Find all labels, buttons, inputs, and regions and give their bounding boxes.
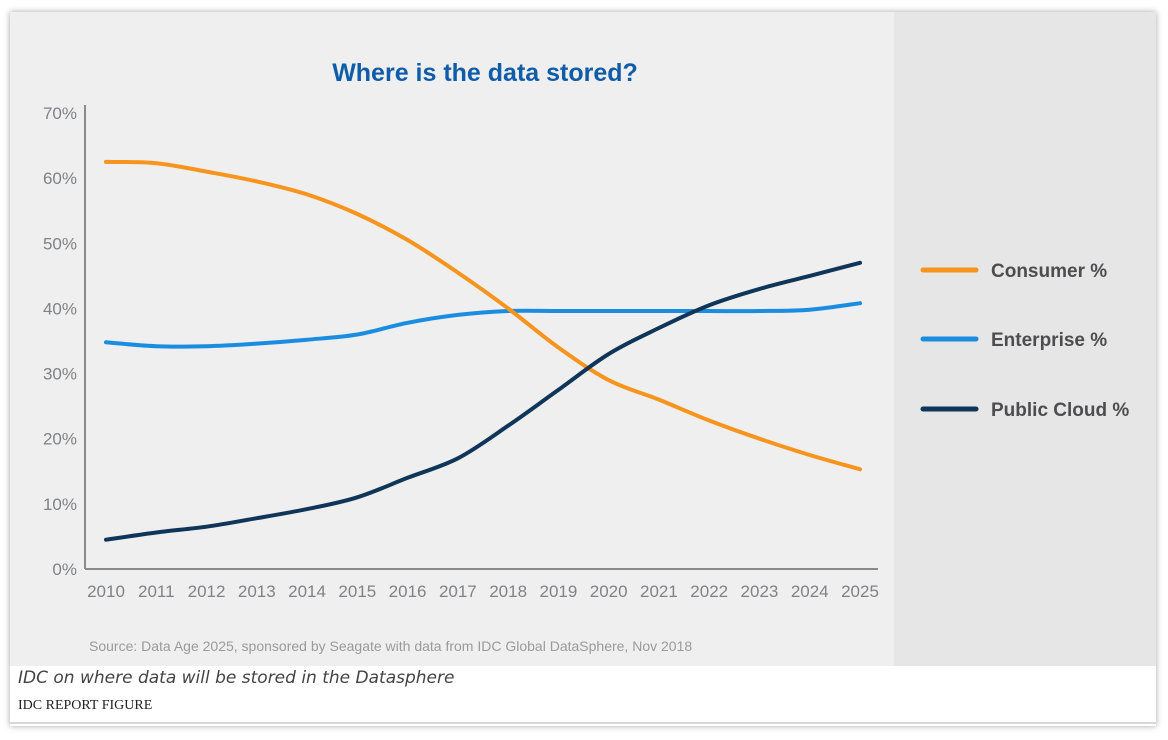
line-chart: Where is the data stored? 0% 10% 20% 30% 40%… (43, 59, 1129, 654)
y-tick-label: 50% (43, 234, 77, 253)
x-tick-label: 2013 (238, 582, 276, 601)
legend-item-enterprise: Enterprise % (920, 330, 1107, 351)
series-lines (104, 159, 862, 542)
x-tick-label: 2019 (539, 582, 577, 601)
x-tick-label: 2015 (338, 582, 376, 601)
figure-credit: IDC REPORT FIGURE (18, 698, 153, 713)
chart-figure: Where is the data stored? 0% 10% 20% 30% 40%… (10, 12, 1156, 666)
x-tick-label: 2020 (590, 582, 628, 601)
x-tick-label: 2021 (640, 582, 678, 601)
x-tick-label: 2012 (188, 582, 226, 601)
x-tick-label: 2014 (288, 582, 326, 601)
y-tick-label: 20% (43, 430, 77, 449)
legend-label: Enterprise % (991, 330, 1107, 351)
y-tick-label: 60% (43, 169, 77, 188)
legend-label: Consumer % (991, 261, 1107, 282)
y-axis: 0% 10% 20% 30% 40% 50% 60% 70% (43, 104, 86, 579)
x-tick-label: 2018 (489, 582, 527, 601)
x-tick-label: 2023 (741, 582, 779, 601)
chart-title: Where is the data stored? (332, 59, 638, 87)
series-line-enterprise (104, 301, 862, 349)
x-tick-label: 2022 (690, 582, 728, 601)
legend-item-public-cloud: Public Cloud % (920, 400, 1129, 421)
y-tick-label: 40% (43, 299, 77, 318)
x-tick-label: 2010 (87, 582, 125, 601)
legend: Consumer % Enterprise % Public Cloud % (920, 261, 1129, 421)
x-tick-label: 2024 (791, 582, 829, 601)
x-tick-label: 2025 (841, 582, 879, 601)
series-line-consumer (104, 159, 862, 472)
y-tick-label: 0% (52, 560, 77, 579)
y-tick-label: 30% (43, 365, 77, 384)
chart-source: Source: Data Age 2025, sponsored by Seag… (89, 638, 692, 654)
series-line-public-cloud (104, 260, 862, 542)
y-tick-label: 10% (43, 495, 77, 514)
y-tick-label: 70% (43, 104, 77, 123)
bottom-divider (10, 722, 1156, 724)
legend-label: Public Cloud % (991, 400, 1129, 421)
x-tick-label: 2011 (138, 582, 175, 601)
figure-caption: IDC on where data will be stored in the … (18, 668, 455, 688)
x-tick-label: 2016 (389, 582, 427, 601)
legend-item-consumer: Consumer % (920, 261, 1107, 282)
figure-card: Where is the data stored? 0% 10% 20% 30% 40%… (10, 12, 1156, 726)
x-tick-label: 2017 (439, 582, 477, 601)
x-axis: 2010 2011 2012 2013 2014 2015 2016 2017 2018 2019… (85, 568, 879, 601)
